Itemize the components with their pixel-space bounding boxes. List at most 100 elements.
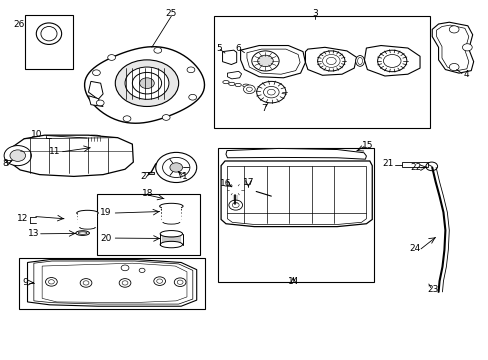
- Circle shape: [326, 57, 335, 64]
- Ellipse shape: [87, 135, 102, 139]
- Text: 11: 11: [48, 147, 60, 156]
- Text: 24: 24: [409, 244, 420, 253]
- Ellipse shape: [161, 208, 181, 211]
- Ellipse shape: [80, 226, 95, 229]
- Circle shape: [462, 44, 471, 51]
- Ellipse shape: [78, 232, 87, 234]
- Bar: [97, 194, 199, 255]
- Text: 25: 25: [165, 9, 177, 18]
- Circle shape: [274, 193, 284, 200]
- Text: 14: 14: [287, 276, 298, 285]
- Text: 5: 5: [215, 44, 221, 53]
- Circle shape: [80, 279, 92, 287]
- Ellipse shape: [125, 67, 168, 99]
- Ellipse shape: [76, 231, 89, 235]
- Text: 20: 20: [100, 234, 111, 243]
- Text: 12: 12: [17, 214, 28, 223]
- Polygon shape: [11, 135, 133, 176]
- Text: 13: 13: [28, 229, 40, 238]
- Ellipse shape: [160, 230, 182, 237]
- Ellipse shape: [163, 220, 180, 224]
- Ellipse shape: [357, 57, 362, 64]
- Polygon shape: [240, 45, 305, 78]
- Ellipse shape: [162, 218, 181, 221]
- Text: 21: 21: [382, 159, 393, 168]
- Circle shape: [139, 268, 145, 273]
- Ellipse shape: [78, 218, 97, 221]
- Polygon shape: [84, 47, 204, 123]
- Ellipse shape: [78, 215, 97, 218]
- Ellipse shape: [78, 224, 96, 226]
- Ellipse shape: [244, 187, 255, 192]
- Text: 4: 4: [462, 71, 468, 80]
- Ellipse shape: [235, 84, 241, 87]
- Circle shape: [186, 67, 194, 73]
- Text: 1: 1: [182, 172, 187, 181]
- Text: 17: 17: [242, 178, 254, 187]
- Circle shape: [83, 281, 89, 285]
- Text: 6: 6: [235, 44, 241, 53]
- Ellipse shape: [41, 27, 57, 41]
- Circle shape: [251, 51, 279, 71]
- Circle shape: [48, 280, 54, 284]
- Text: 7: 7: [261, 104, 266, 113]
- Bar: [148, 172, 154, 174]
- Circle shape: [157, 279, 162, 283]
- Circle shape: [140, 78, 154, 89]
- Ellipse shape: [87, 139, 102, 143]
- Bar: [19, 258, 204, 309]
- Polygon shape: [221, 161, 371, 226]
- Circle shape: [243, 85, 255, 94]
- Circle shape: [383, 54, 400, 67]
- Ellipse shape: [228, 82, 235, 86]
- Text: 23: 23: [426, 285, 438, 294]
- Circle shape: [154, 48, 162, 53]
- Circle shape: [448, 63, 458, 71]
- Text: 3: 3: [312, 9, 317, 18]
- Ellipse shape: [223, 81, 229, 84]
- Circle shape: [174, 278, 185, 287]
- Polygon shape: [222, 50, 236, 64]
- Bar: [401, 162, 427, 167]
- Ellipse shape: [160, 241, 182, 248]
- Polygon shape: [27, 260, 196, 306]
- Circle shape: [268, 194, 276, 200]
- Ellipse shape: [78, 221, 97, 224]
- Bar: [217, 148, 373, 282]
- Circle shape: [257, 55, 273, 67]
- Text: 8: 8: [3, 159, 8, 168]
- Text: 18: 18: [142, 189, 153, 198]
- Circle shape: [123, 116, 131, 122]
- Polygon shape: [431, 22, 473, 73]
- Text: 16: 16: [220, 179, 231, 188]
- Circle shape: [232, 203, 239, 208]
- Circle shape: [227, 184, 242, 195]
- Bar: [161, 206, 181, 222]
- Ellipse shape: [243, 84, 248, 87]
- Polygon shape: [227, 71, 241, 79]
- Text: 22: 22: [409, 163, 421, 172]
- Polygon shape: [225, 148, 366, 159]
- Circle shape: [10, 150, 25, 161]
- Circle shape: [322, 54, 339, 67]
- Circle shape: [132, 72, 161, 94]
- Bar: [25, 15, 73, 69]
- Circle shape: [96, 100, 104, 106]
- Ellipse shape: [159, 203, 183, 209]
- Ellipse shape: [161, 215, 181, 218]
- Circle shape: [267, 89, 275, 95]
- Ellipse shape: [161, 211, 181, 215]
- Circle shape: [228, 200, 242, 210]
- Circle shape: [122, 281, 128, 285]
- Bar: [214, 16, 429, 128]
- Text: 26: 26: [14, 19, 25, 28]
- Text: 19: 19: [100, 208, 112, 217]
- Circle shape: [156, 152, 196, 183]
- Circle shape: [425, 162, 437, 171]
- Circle shape: [162, 157, 189, 177]
- Circle shape: [188, 94, 196, 100]
- Circle shape: [119, 279, 131, 287]
- Polygon shape: [305, 47, 356, 75]
- Circle shape: [92, 70, 100, 76]
- Bar: [87, 137, 102, 141]
